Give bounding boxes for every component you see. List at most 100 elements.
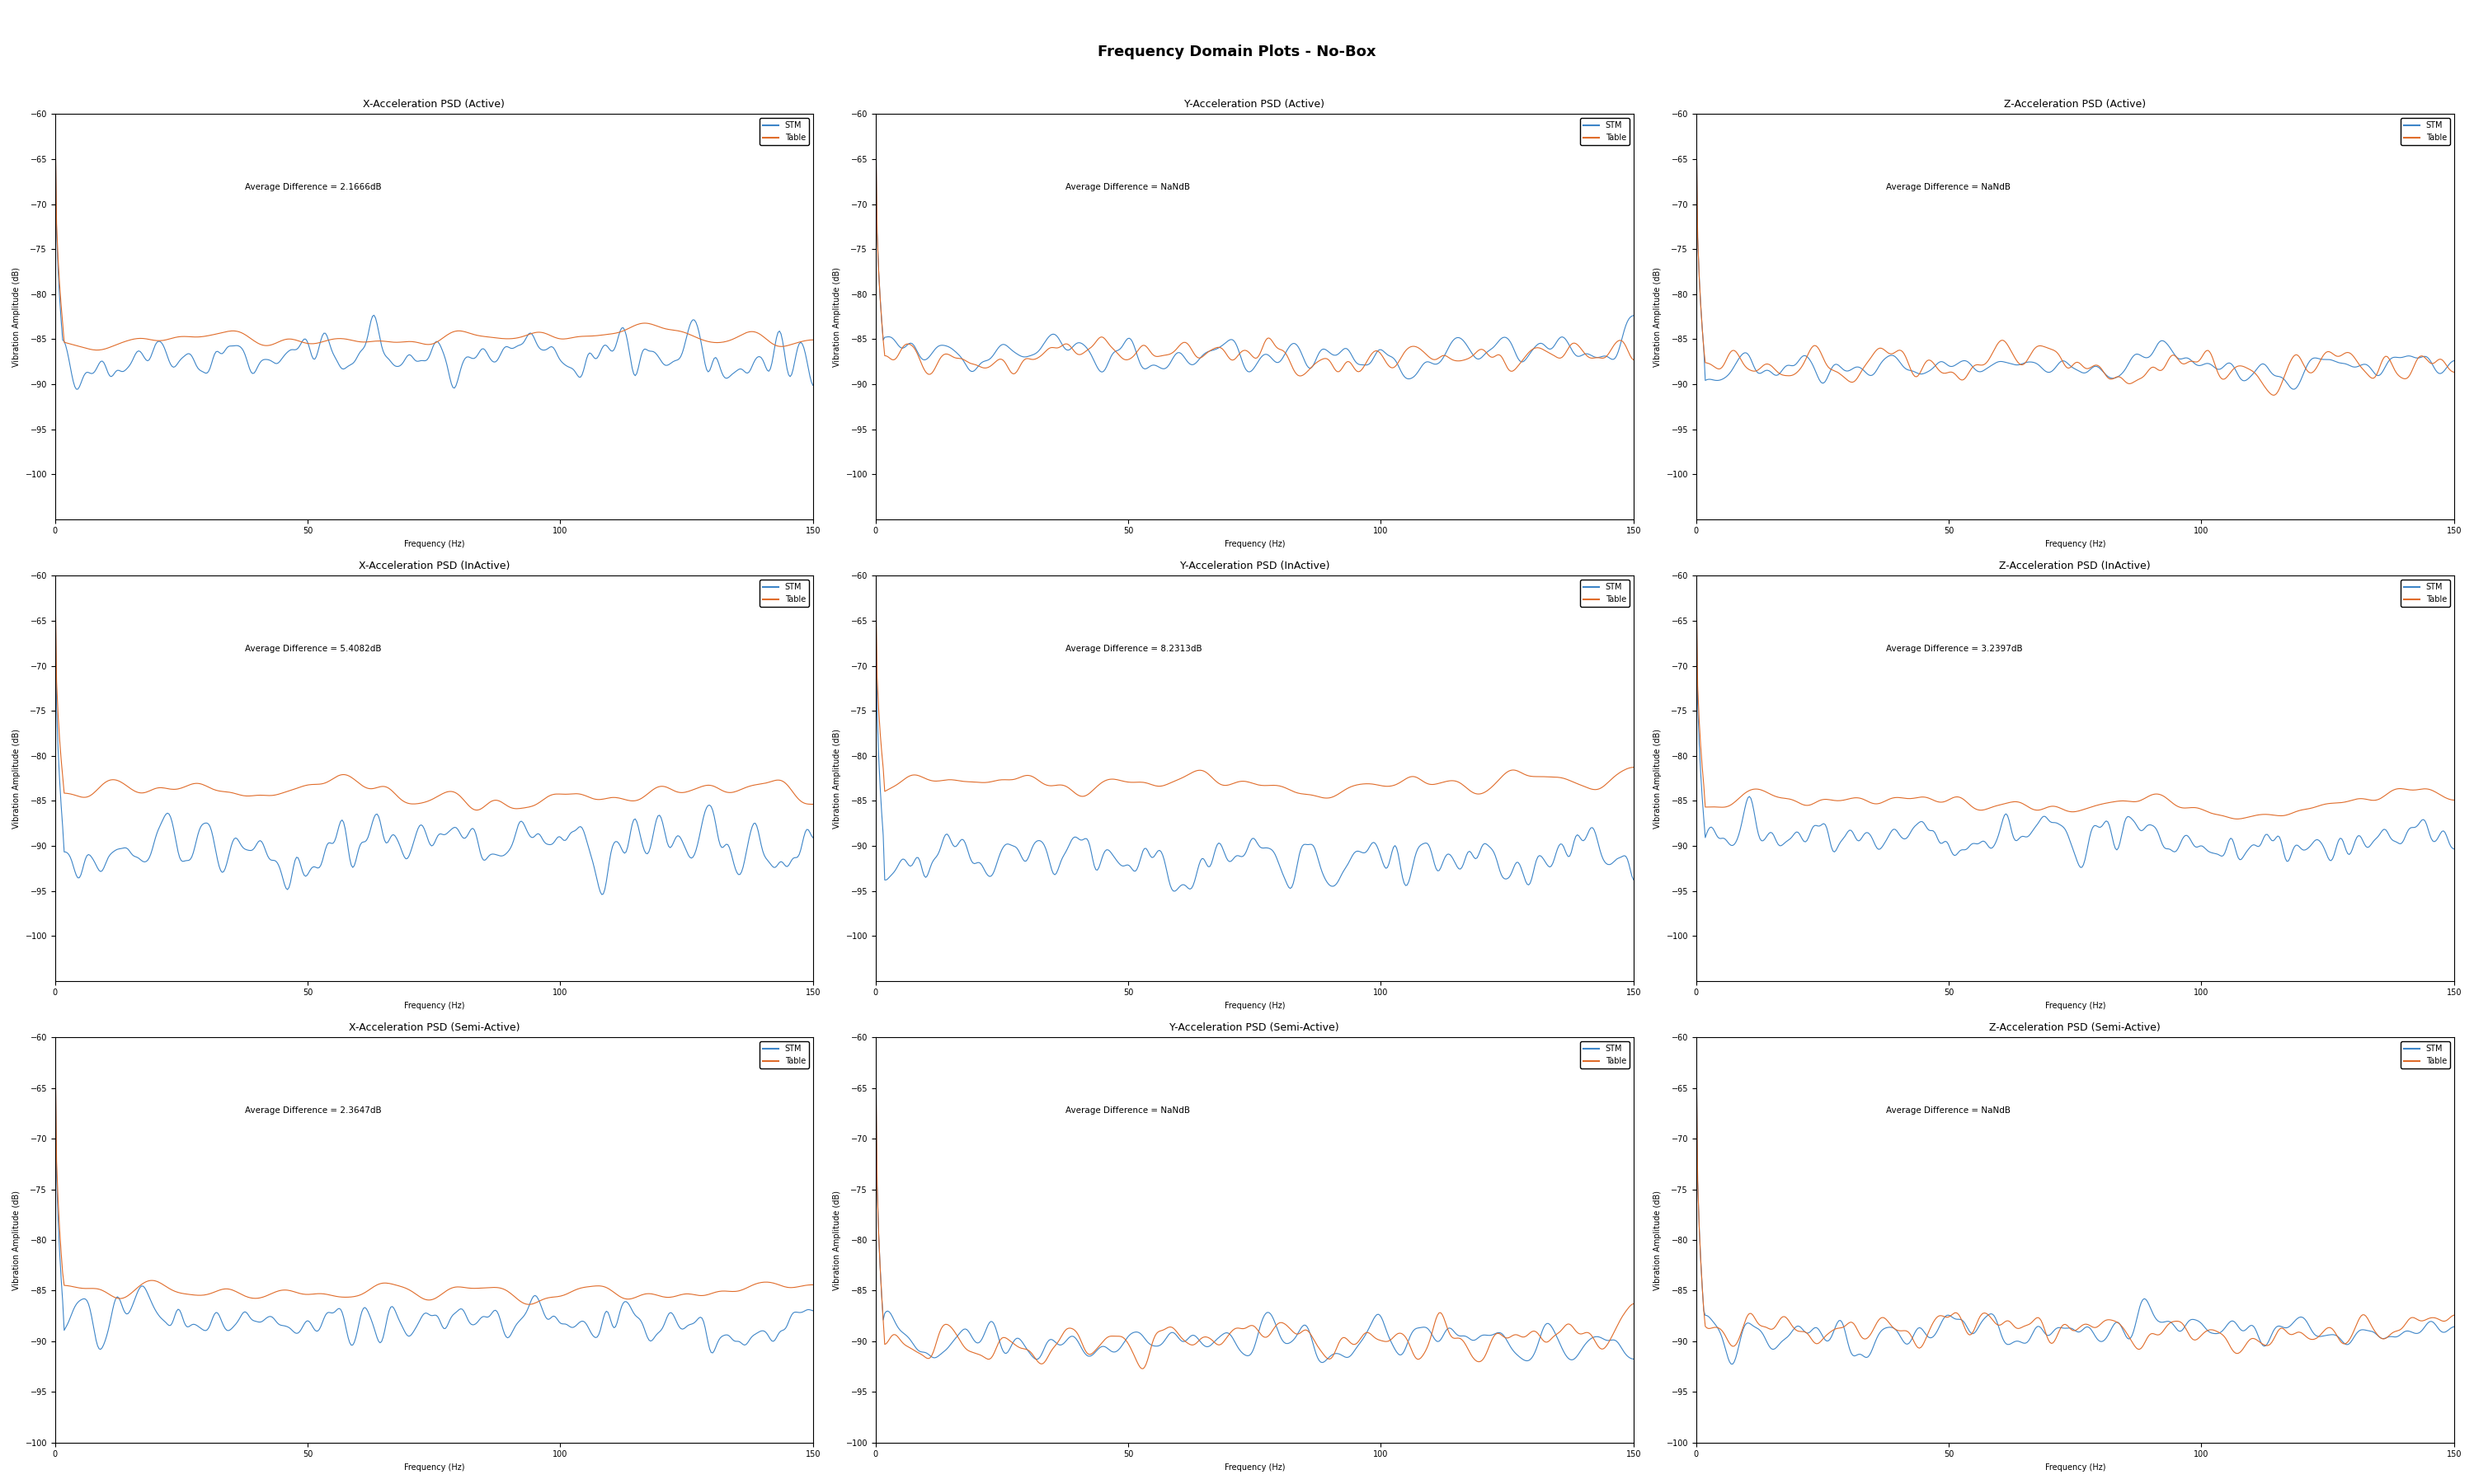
X-axis label: Frequency (Hz): Frequency (Hz): [1225, 1463, 1284, 1472]
STM: [2046, 816, 2076, 834]
STM: [1618, 1350, 1648, 1368]
Legend: STM, Table: STM, Table: [2400, 1042, 2449, 1068]
Table: [492, 1282, 522, 1300]
STM: [1225, 1342, 1254, 1359]
Table: [2303, 797, 2333, 815]
STM: [861, 567, 891, 585]
X-axis label: Frequency (Hz): Frequency (Hz): [2046, 540, 2105, 548]
STM: [1222, 847, 1252, 865]
Line: Table: Table: [54, 1037, 814, 1304]
STM: [799, 828, 829, 846]
STM: [661, 1312, 690, 1330]
STM: [663, 350, 693, 368]
Text: Frequency Domain Plots - No-Box: Frequency Domain Plots - No-Box: [1098, 45, 1376, 59]
Table: [2439, 364, 2469, 381]
STM: [1272, 344, 1301, 362]
Title: X-Acceleration PSD (Semi-Active): X-Acceleration PSD (Semi-Active): [349, 1022, 520, 1033]
Table: [2046, 349, 2076, 367]
STM: [2133, 349, 2162, 367]
Table: [1311, 789, 1341, 807]
STM: [1682, 567, 1712, 585]
STM: [2041, 358, 2071, 375]
Title: Z-Acceleration PSD (Semi-Active): Z-Acceleration PSD (Semi-Active): [1989, 1022, 2160, 1033]
Table: [782, 334, 811, 352]
Y-axis label: Vibration Amplitude (dB): Vibration Amplitude (dB): [12, 267, 20, 367]
Table: [406, 794, 435, 812]
STM: [2303, 831, 2333, 849]
Table: [2133, 788, 2162, 806]
Line: STM: STM: [1697, 1037, 2454, 1364]
STM: [40, 1028, 69, 1046]
STM: [2422, 364, 2452, 381]
Table: [463, 801, 492, 819]
Y-axis label: Vibration Amplitude (dB): Vibration Amplitude (dB): [12, 1190, 20, 1290]
Table: [492, 329, 522, 347]
Table: [782, 1278, 811, 1296]
STM: [492, 338, 522, 356]
Table: [2439, 791, 2469, 809]
Text: Average Difference = NaNdB: Average Difference = NaNdB: [1885, 183, 2011, 191]
STM: [586, 886, 616, 904]
STM: [2046, 353, 2076, 371]
X-axis label: Frequency (Hz): Frequency (Hz): [403, 1002, 465, 1011]
Table: [401, 334, 430, 352]
Table: [2439, 1306, 2469, 1324]
Y-axis label: Vibration Amplitude (dB): Vibration Amplitude (dB): [1653, 729, 1663, 828]
Table: [1222, 1319, 1252, 1337]
Table: [799, 795, 829, 813]
Legend: STM, Table: STM, Table: [760, 119, 809, 145]
Legend: STM, Table: STM, Table: [2400, 580, 2449, 607]
Table: [40, 105, 69, 123]
Table: [2133, 364, 2162, 381]
Text: Average Difference = NaNdB: Average Difference = NaNdB: [1066, 1106, 1190, 1114]
Table: [401, 1285, 430, 1303]
Table: [2422, 352, 2452, 370]
Line: STM: STM: [876, 576, 1633, 892]
Table: [492, 797, 522, 815]
Table: [2041, 343, 2071, 361]
Table: [1484, 1324, 1514, 1342]
STM: [2279, 380, 2308, 398]
X-axis label: Frequency (Hz): Frequency (Hz): [2046, 1002, 2105, 1011]
Table: [1220, 350, 1249, 368]
STM: [1601, 346, 1630, 364]
STM: [1717, 1355, 1747, 1373]
Table: [2133, 1330, 2162, 1347]
STM: [799, 377, 829, 395]
STM: [1220, 334, 1249, 352]
STM: [453, 349, 482, 367]
STM: [861, 105, 891, 123]
STM: [2439, 840, 2469, 858]
Legend: STM, Table: STM, Table: [760, 580, 809, 607]
Table: [861, 105, 891, 123]
Line: Table: Table: [876, 1037, 1633, 1368]
STM: [2439, 1318, 2469, 1336]
Table: [1225, 773, 1254, 791]
Title: Z-Acceleration PSD (Active): Z-Acceleration PSD (Active): [2004, 99, 2145, 110]
Table: [799, 1276, 829, 1294]
Legend: STM, Table: STM, Table: [1581, 580, 1630, 607]
Line: STM: STM: [1697, 114, 2454, 389]
Table: [406, 334, 435, 352]
Title: Y-Acceleration PSD (InActive): Y-Acceleration PSD (InActive): [1180, 561, 1329, 571]
STM: [663, 827, 693, 844]
STM: [1160, 883, 1190, 901]
Title: X-Acceleration PSD (InActive): X-Acceleration PSD (InActive): [359, 561, 510, 571]
STM: [492, 844, 522, 862]
STM: [2093, 813, 2123, 831]
Table: [1286, 367, 1316, 384]
Table: [40, 1028, 69, 1046]
STM: [2048, 1319, 2078, 1337]
STM: [406, 352, 435, 370]
X-axis label: Frequency (Hz): Frequency (Hz): [1225, 540, 1284, 548]
STM: [799, 1301, 829, 1319]
Table: [663, 1287, 693, 1304]
Title: Y-Acceleration PSD (Active): Y-Acceleration PSD (Active): [1185, 99, 1324, 110]
Text: Average Difference = NaNdB: Average Difference = NaNdB: [1066, 183, 1190, 191]
Text: Average Difference = 8.2313dB: Average Difference = 8.2313dB: [1066, 644, 1202, 653]
Y-axis label: Vibration Amplitude (dB): Vibration Amplitude (dB): [834, 729, 841, 828]
Table: [1601, 766, 1630, 784]
Y-axis label: Vibration Amplitude (dB): Vibration Amplitude (dB): [834, 1190, 841, 1290]
Table: [450, 1279, 480, 1297]
Line: STM: STM: [54, 114, 814, 389]
